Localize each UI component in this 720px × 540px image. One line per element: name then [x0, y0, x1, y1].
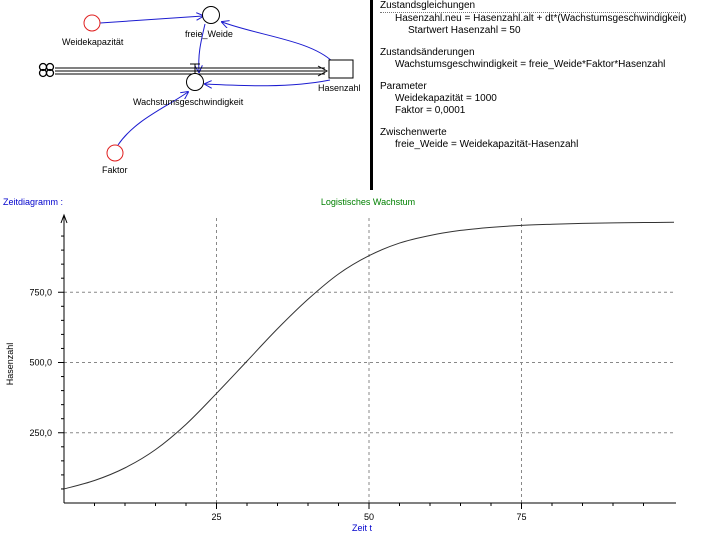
eq-wachstum: Wachstumsgeschwindigkeit = freie_Weide*F…	[395, 59, 666, 70]
section-zustandsaenderungen-title: Zustandsänderungen	[380, 47, 475, 58]
y-tick-label: 500,0	[29, 358, 52, 368]
hasenzahl-stock[interactable]	[328, 59, 354, 79]
section-zustandsgleichungen-title: Zustandsgleichungen	[380, 0, 680, 13]
chart-header-label: Zeitdiagramm :	[3, 197, 63, 207]
y-tick-label: 250,0	[29, 428, 52, 438]
x-tick-label: 75	[516, 512, 526, 522]
wachstum-node[interactable]	[186, 73, 204, 91]
panel-divider	[370, 0, 373, 190]
eq-startwert: Startwert Hasenzahl = 50	[408, 25, 521, 36]
eq-hasenzahl-neu: Hasenzahl.neu = Hasenzahl.alt + dt*(Wach…	[395, 13, 687, 24]
link-hasenzahl-freie-weide	[222, 22, 334, 63]
freie-weide-node[interactable]	[202, 6, 220, 24]
valve-icon	[190, 63, 200, 74]
freie-weide-label: freie_Weide	[185, 29, 233, 39]
section-parameter-title: Parameter	[380, 81, 427, 92]
x-tick-label: 25	[211, 512, 221, 522]
eq-freie-weide: freie_Weide = Weidekapazität-Hasenzahl	[395, 139, 579, 150]
cloud-icon	[38, 62, 55, 78]
equation-panel: Zustandsgleichungen Hasenzahl.neu = Hase…	[380, 0, 718, 190]
time-chart[interactable]: Zeitdiagramm : Logistisches Wachstum 250…	[0, 192, 720, 540]
x-tick-label: 50	[364, 512, 374, 522]
model-diagram[interactable]: Weidekapazität freie_Weide Wachstumsgesc…	[0, 0, 370, 190]
y-axis-arrow	[60, 213, 68, 224]
faktor-node[interactable]	[106, 144, 124, 162]
chart-title: Logistisches Wachstum	[321, 197, 415, 207]
hasenzahl-label: Hasenzahl	[318, 83, 361, 93]
faktor-label: Faktor	[102, 165, 128, 175]
weidekapazitaet-node[interactable]	[83, 14, 101, 32]
wachstum-label: Wachstumsgeschwindigkeit	[133, 97, 244, 107]
series-line	[63, 221, 675, 490]
x-axis-label: Zeit t	[352, 523, 373, 533]
link-faktor-wachstum	[117, 92, 188, 146]
link-weidekapazitaet-freie-weide	[99, 16, 203, 24]
weidekapazitaet-label: Weidekapazität	[62, 37, 124, 47]
link-hasenzahl-wachstum	[205, 79, 331, 86]
flow-pipe	[55, 65, 329, 77]
eq-weidekapazitaet: Weidekapazität = 1000	[395, 93, 497, 104]
y-axis-label: Hasenzahl	[5, 343, 15, 386]
y-tick-label: 750,0	[29, 287, 52, 297]
section-zwischenwerte-title: Zwischenwerte	[380, 127, 447, 138]
eq-faktor: Faktor = 0,0001	[395, 105, 466, 116]
